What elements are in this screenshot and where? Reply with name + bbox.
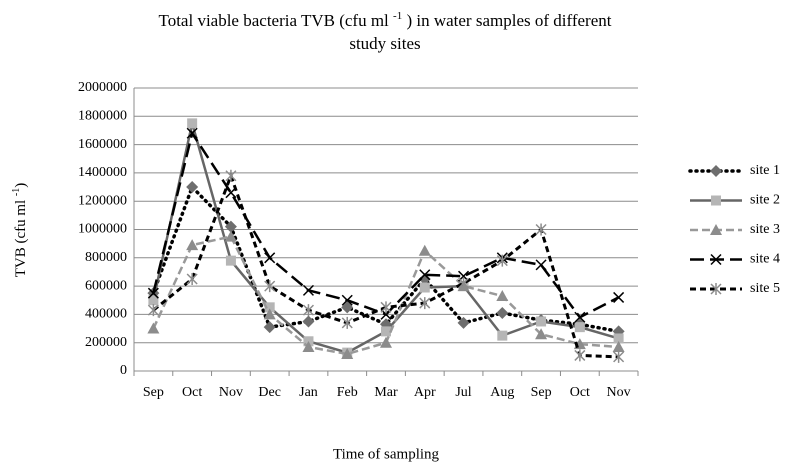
data-point xyxy=(186,127,198,139)
y-tick-label: 1000000 xyxy=(78,222,127,237)
data-point xyxy=(574,311,586,323)
x-tick-label: Nov xyxy=(219,385,243,400)
x-tick-label: Oct xyxy=(182,385,202,400)
y-label-part: ) xyxy=(13,183,29,188)
legend-marker xyxy=(711,195,721,206)
y-label-superscript: -1 xyxy=(11,188,22,196)
x-tick-label: Sep xyxy=(143,385,164,400)
data-point xyxy=(263,308,276,320)
y-tick-label: 600000 xyxy=(85,278,127,293)
data-point xyxy=(302,304,314,317)
x-tick-label: Oct xyxy=(570,385,590,400)
data-point xyxy=(497,330,508,341)
data-point xyxy=(341,294,353,306)
data-point xyxy=(224,220,237,233)
data-point xyxy=(147,304,159,317)
legend-marker xyxy=(710,165,722,177)
data-point xyxy=(419,297,431,310)
y-tick-label: 1400000 xyxy=(78,165,127,180)
data-point xyxy=(148,295,159,306)
x-tick-label: Sep xyxy=(531,385,552,400)
data-point xyxy=(264,302,275,313)
y-tick-label: 800000 xyxy=(85,250,127,265)
legend-label: site 1 xyxy=(750,163,780,178)
title-superscript: -1 xyxy=(393,10,402,22)
title-part: Total viable bacteria TVB (cfu ml xyxy=(159,11,394,30)
data-point xyxy=(302,284,314,296)
data-point xyxy=(613,333,624,344)
data-point xyxy=(380,336,392,348)
x-tick-label: Dec xyxy=(258,385,281,400)
legend-label: site 3 xyxy=(750,222,780,237)
data-point xyxy=(535,223,547,236)
data-point xyxy=(612,340,625,352)
data-point xyxy=(225,169,237,182)
data-point xyxy=(186,181,199,194)
data-point xyxy=(458,277,470,290)
legend-label: site 4 xyxy=(750,252,780,267)
legend-marker xyxy=(710,283,722,295)
data-point xyxy=(574,349,586,362)
y-tick-label: 400000 xyxy=(85,307,127,322)
data-point xyxy=(186,273,198,286)
data-point xyxy=(496,306,509,319)
data-point xyxy=(147,322,160,334)
x-tick-label: Apr xyxy=(414,385,436,400)
y-tick-label: 200000 xyxy=(85,335,127,350)
data-point xyxy=(187,118,198,129)
data-point xyxy=(613,291,625,303)
data-point xyxy=(380,301,392,314)
y-tick-label: 1200000 xyxy=(78,193,127,208)
series-line xyxy=(152,130,620,319)
legend-marker xyxy=(710,253,722,266)
data-point xyxy=(613,350,625,363)
y-tick-label: 1600000 xyxy=(78,137,127,152)
data-point xyxy=(263,321,276,334)
data-point xyxy=(341,301,354,314)
legend-label: site 5 xyxy=(750,281,780,296)
data-point xyxy=(381,326,391,337)
x-tick-label: Feb xyxy=(337,385,358,400)
legend-marker xyxy=(710,224,722,235)
data-point xyxy=(418,244,431,256)
y-axis-label: TVB (cfu ml -1) xyxy=(11,183,29,278)
y-tick-label: 2000000 xyxy=(78,80,127,95)
legend-label: site 2 xyxy=(750,193,780,208)
x-tick-label: Nov xyxy=(607,385,631,400)
data-point xyxy=(574,322,585,333)
data-point xyxy=(535,328,548,340)
y-label-part: TVB (cfu ml xyxy=(13,196,29,277)
data-point xyxy=(302,340,315,352)
x-tick-label: Jan xyxy=(299,385,318,400)
data-point xyxy=(535,259,547,271)
y-tick-label: 1800000 xyxy=(78,109,127,124)
data-point xyxy=(224,230,237,242)
data-point xyxy=(341,316,353,329)
chart-title: Total viable bacteria TVB (cfu ml -1 ) i… xyxy=(159,10,612,30)
title-part: ) in water samples of different xyxy=(402,11,612,30)
data-point xyxy=(536,316,547,327)
data-point xyxy=(225,255,236,266)
data-point xyxy=(302,315,315,328)
data-point xyxy=(496,254,508,267)
series-line xyxy=(152,235,619,356)
x-tick-label: Aug xyxy=(490,385,514,400)
data-point xyxy=(147,287,159,299)
chart-title: study sites xyxy=(349,34,420,53)
x-axis-label: Time of sampling xyxy=(333,446,440,462)
y-tick-label: 0 xyxy=(120,363,127,378)
data-point xyxy=(264,280,276,293)
data-point xyxy=(496,290,509,302)
data-point xyxy=(186,239,199,251)
data-point xyxy=(457,316,470,329)
data-point xyxy=(419,282,430,293)
data-point xyxy=(341,348,354,360)
data-point xyxy=(264,252,276,264)
x-tick-label: Mar xyxy=(374,385,398,400)
data-point xyxy=(419,269,431,281)
x-tick-label: Jul xyxy=(455,385,471,400)
